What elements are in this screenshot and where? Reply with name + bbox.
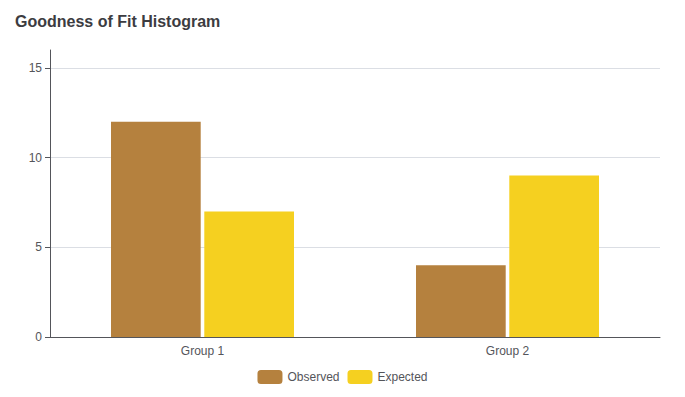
svg-text:15: 15 <box>29 61 43 75</box>
svg-text:0: 0 <box>35 330 42 344</box>
svg-text:Observed: Observed <box>287 370 339 384</box>
svg-text:10: 10 <box>29 151 43 165</box>
svg-text:Expected: Expected <box>377 370 427 384</box>
svg-text:Goodness of Fit Histogram: Goodness of Fit Histogram <box>15 13 220 30</box>
svg-text:5: 5 <box>35 240 42 254</box>
svg-text:Group 2: Group 2 <box>486 344 530 358</box>
svg-text:Group 1: Group 1 <box>181 344 225 358</box>
